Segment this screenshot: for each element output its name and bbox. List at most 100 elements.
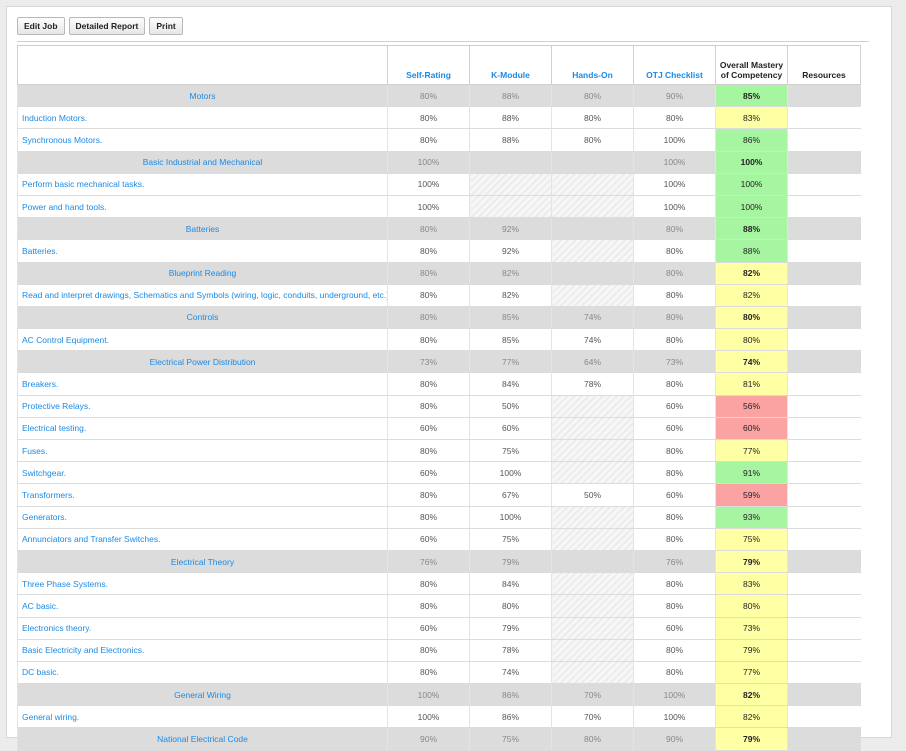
hands-on-empty-cell [551, 173, 634, 196]
resources-cell [787, 617, 861, 640]
table-row: Electrical testing. 60% 60% 60% 60% [17, 417, 861, 441]
k-module-cell [469, 150, 552, 174]
table-row: Perform basic mechanical tasks. 100% 100% 1… [17, 173, 861, 196]
k-module-cell: 67% [469, 483, 552, 507]
table-row: Transformers. 80% 67% 50% 60% 59% [17, 483, 861, 507]
k-module-cell: 78% [469, 639, 552, 662]
competency-name-link[interactable]: Electronics theory. [17, 617, 388, 640]
category-name-link[interactable]: Basic Industrial and Mechanical [17, 150, 388, 174]
resources-cell [787, 483, 861, 507]
category-row: Blueprint Reading 80% 82% 80% 82% [17, 261, 861, 285]
self-rating-cell: 80% [387, 328, 470, 352]
hands-on-cell: 74% [551, 328, 634, 352]
overall-mastery-cell: 91% [715, 461, 788, 485]
category-name-link[interactable]: Electrical Power Distribution [17, 350, 388, 374]
overall-mastery-cell: 79% [715, 549, 788, 574]
hands-on-empty-cell [551, 239, 634, 263]
competency-name-link[interactable]: Protective Relays. [17, 395, 388, 418]
header-hands-on[interactable]: Hands-On [551, 45, 634, 85]
category-name-link[interactable]: Batteries [17, 217, 388, 241]
overall-mastery-cell: 88% [715, 239, 788, 263]
otj-checklist-cell: 100% [633, 150, 716, 174]
competency-name-link[interactable]: Perform basic mechanical tasks. [17, 173, 388, 196]
hands-on-empty-cell [551, 195, 634, 219]
competency-name-link[interactable]: Basic Electricity and Electronics. [17, 639, 388, 662]
otj-checklist-cell: 100% [633, 195, 716, 219]
competency-name-link[interactable]: Power and hand tools. [17, 195, 388, 219]
resources-cell [787, 506, 861, 529]
header-overall-mastery: Overall Mastery of Competency [715, 45, 788, 85]
category-name-link[interactable]: General Wiring [17, 683, 388, 707]
category-name-link[interactable]: Electrical Theory [17, 549, 388, 574]
self-rating-cell: 80% [387, 661, 470, 685]
self-rating-cell: 80% [387, 372, 470, 396]
competency-name-link[interactable]: Synchronous Motors. [17, 128, 388, 152]
competency-name-link[interactable]: DC basic. [17, 661, 388, 685]
competency-name-link[interactable]: Annunciators and Transfer Switches. [17, 528, 388, 551]
competency-name-link[interactable]: Generators. [17, 506, 388, 529]
k-module-cell: 79% [469, 549, 552, 574]
header-resources: Resources [787, 45, 861, 85]
hands-on-cell: 70% [551, 683, 634, 707]
edit-job-button[interactable]: Edit Job [17, 17, 65, 35]
k-module-cell: 74% [469, 661, 552, 685]
self-rating-cell: 80% [387, 83, 470, 108]
overall-mastery-cell: 100% [715, 173, 788, 196]
detailed-report-button[interactable]: Detailed Report [68, 17, 146, 35]
resources-cell [787, 572, 861, 596]
category-name-link[interactable]: Controls [17, 305, 388, 330]
category-name-link[interactable]: Blueprint Reading [17, 261, 388, 285]
otj-checklist-cell: 80% [633, 661, 716, 685]
competency-name-link[interactable]: Read and interpret drawings, Schematics … [17, 284, 388, 307]
print-button[interactable]: Print [149, 17, 183, 35]
resources-cell [787, 350, 861, 374]
hands-on-cell: 80% [551, 128, 634, 152]
self-rating-cell: 80% [387, 439, 470, 463]
table-row: Three Phase Systems. 80% 84% 80% 83% [17, 572, 861, 596]
otj-checklist-cell: 60% [633, 483, 716, 507]
competency-name-link[interactable]: AC Control Equipment. [17, 328, 388, 352]
competency-name-link[interactable]: Transformers. [17, 483, 388, 507]
hands-on-empty-cell [551, 594, 634, 618]
hands-on-cell: 78% [551, 372, 634, 396]
resources-cell [787, 727, 861, 751]
hands-on-cell: 64% [551, 350, 634, 374]
competency-name-link[interactable]: Three Phase Systems. [17, 572, 388, 596]
table-row: Read and interpret drawings, Schematics … [17, 284, 861, 307]
resources-cell [787, 417, 861, 441]
resources-cell [787, 305, 861, 330]
otj-checklist-cell: 100% [633, 173, 716, 196]
self-rating-cell: 100% [387, 195, 470, 219]
table-row: Protective Relays. 80% 50% 60% 56% [17, 395, 861, 418]
competency-name-link[interactable]: Fuses. [17, 439, 388, 463]
resources-cell [787, 705, 861, 729]
overall-mastery-cell: 77% [715, 439, 788, 463]
k-module-cell: 82% [469, 284, 552, 307]
table-row: Batteries. 80% 92% 80% 88% [17, 239, 861, 263]
header-k-module[interactable]: K-Module [469, 45, 552, 85]
table-row: AC basic. 80% 80% 80% 80% [17, 594, 861, 618]
header-otj-checklist[interactable]: OTJ Checklist [633, 45, 716, 85]
competency-name-link[interactable]: Breakers. [17, 372, 388, 396]
competency-name-link[interactable]: Batteries. [17, 239, 388, 263]
toolbar-divider [17, 41, 869, 42]
category-name-link[interactable]: National Electrical Code [17, 727, 388, 751]
competency-name-link[interactable]: Electrical testing. [17, 417, 388, 441]
self-rating-cell: 60% [387, 617, 470, 640]
otj-checklist-cell: 80% [633, 106, 716, 130]
k-module-cell: 88% [469, 106, 552, 130]
hands-on-cell [551, 217, 634, 241]
category-name-link[interactable]: Motors [17, 83, 388, 108]
table-header-row: Self-Rating K-Module Hands-On OTJ Checkl… [17, 45, 861, 85]
header-self-rating[interactable]: Self-Rating [387, 45, 470, 85]
k-module-cell: 86% [469, 683, 552, 707]
competency-name-link[interactable]: Induction Motors. [17, 106, 388, 130]
overall-mastery-cell: 80% [715, 305, 788, 330]
self-rating-cell: 80% [387, 261, 470, 285]
hands-on-empty-cell [551, 439, 634, 463]
otj-checklist-cell: 80% [633, 328, 716, 352]
category-row: Basic Industrial and Mechanical 100% 100% 1… [17, 150, 861, 174]
k-module-cell: 77% [469, 350, 552, 374]
competency-name-link[interactable]: AC basic. [17, 594, 388, 618]
competency-name-link[interactable]: Switchgear. [17, 461, 388, 485]
